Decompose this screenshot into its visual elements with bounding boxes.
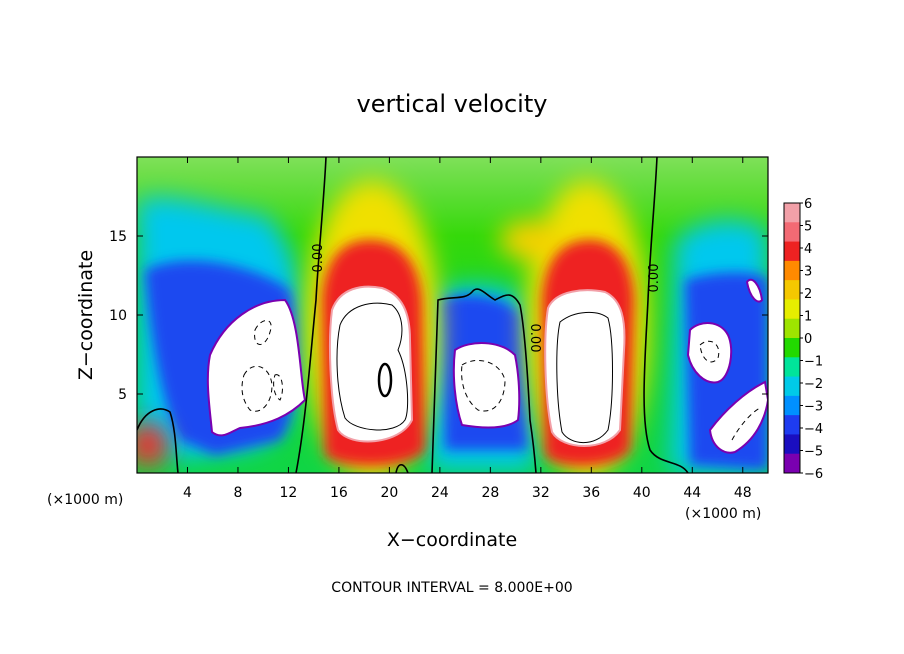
- colorbar-swatch: [784, 338, 800, 358]
- left-neg-contour-3: [273, 374, 283, 401]
- inner-contours: [336, 302, 613, 444]
- left-neg-contour-1: [254, 320, 272, 345]
- y-tick-label: 5: [118, 387, 127, 403]
- updraft-core-contour: [377, 362, 393, 398]
- colorbar-label: 6: [804, 197, 812, 212]
- updraft-b-saturated: [544, 289, 626, 447]
- colorbar-swatch: [784, 453, 800, 474]
- mid-downdraft-saturated: [452, 342, 521, 429]
- y-axis-label: Z−coordinate: [75, 250, 97, 380]
- contour-label-1: 0.00: [311, 244, 326, 273]
- colorbar-swatch: [784, 376, 800, 397]
- x-tick-label: 16: [330, 485, 348, 501]
- colorbar-label: 4: [804, 242, 812, 257]
- right-downdraft-saturated-2: [708, 380, 768, 454]
- contour-label-3: 0.00: [647, 264, 662, 293]
- warm-corner: [137, 423, 168, 467]
- zero-contour-1: [295, 157, 327, 473]
- x-axis-label: X−coordinate: [387, 529, 517, 551]
- y-tick-label: 15: [109, 229, 127, 245]
- updraft-saturated: [329, 285, 626, 447]
- right-neg-contour-2: [731, 407, 761, 441]
- contour-label-2: 0.00: [527, 324, 542, 353]
- colorbar-swatch: [784, 260, 800, 281]
- x-axis: 4 8 12 16 20 24 28 32 36 40 44 48: [183, 157, 752, 501]
- colorbar-swatch: [784, 241, 800, 262]
- zero-contours: [137, 157, 689, 473]
- colorbar-swatch: [784, 415, 800, 435]
- colorbar-swatch: [784, 280, 800, 300]
- colorbar-label: −1: [804, 355, 823, 370]
- left-downdraft-saturated: [206, 298, 307, 437]
- colorbar-label: −4: [804, 422, 823, 437]
- colorbar-swatch: [784, 203, 800, 223]
- updraft-a-contour: [336, 302, 409, 431]
- y-tick-label: 10: [109, 308, 127, 324]
- saturated-regions: [206, 278, 768, 454]
- zero-contour-4: [137, 408, 179, 473]
- colorbar-label: 1: [804, 310, 812, 325]
- x-tick-label: 36: [582, 485, 600, 501]
- contour-interval-note: CONTOUR INTERVAL = 8.000E+00: [331, 580, 572, 596]
- colorbar-swatch: [784, 299, 800, 320]
- x-scale-note-right: (×1000 m): [685, 506, 761, 522]
- negative-contours: [241, 320, 761, 441]
- updraft-b-contour: [556, 312, 613, 444]
- upper-yellow-blob: [500, 220, 560, 260]
- colorbar-label: 0: [804, 332, 812, 347]
- colorbar-swatch: [784, 222, 800, 243]
- x-tick-label: 4: [183, 485, 192, 501]
- right-neg-contour: [699, 340, 720, 363]
- chart-title: vertical velocity: [357, 90, 548, 118]
- colorbar-label: −6: [804, 467, 823, 482]
- colorbar-label: −5: [804, 445, 823, 460]
- right-downdraft-saturated-1: [686, 322, 733, 384]
- colorbar-label: 5: [804, 220, 812, 235]
- zero-contour-5: [395, 463, 409, 473]
- x-tick-label: 8: [233, 485, 242, 501]
- contour-labels: 0.00 0.00 0.00: [311, 244, 662, 353]
- x-tick-label: 20: [380, 485, 398, 501]
- colorbar-swatch: [784, 434, 800, 455]
- colorbar-label: −2: [804, 377, 823, 392]
- colorbar-swatch: [784, 395, 800, 416]
- x-tick-label: 44: [683, 485, 701, 501]
- x-tick-label: 12: [280, 485, 298, 501]
- heatmap-field: 0.00 0.00 0.00: [137, 157, 768, 473]
- x-tick-label: 48: [734, 485, 752, 501]
- x-scale-note-left: (×1000 m): [47, 492, 123, 508]
- zero-contour-2: [643, 157, 689, 473]
- right-downdraft-saturated-3: [745, 278, 764, 303]
- colorbar: 6 5 4 3 2 1 0 −1 −2 −3 −4 −5 −6: [783, 197, 823, 482]
- x-tick-label: 40: [633, 485, 651, 501]
- x-tick-label: 32: [532, 485, 550, 501]
- x-tick-label: 28: [481, 485, 499, 501]
- x-tick-label: 24: [431, 485, 449, 501]
- y-axis: 5 10 15: [109, 229, 768, 403]
- colorbar-swatch: [784, 357, 800, 378]
- colorbar-label: 3: [804, 265, 812, 280]
- colorbar-swatch: [784, 318, 800, 339]
- left-neg-contour-2: [241, 365, 273, 412]
- updraft-a-saturated: [329, 285, 414, 443]
- zero-contour-3: [431, 288, 537, 473]
- colorbar-label: 2: [804, 287, 812, 302]
- colorbar-label: −3: [804, 400, 823, 415]
